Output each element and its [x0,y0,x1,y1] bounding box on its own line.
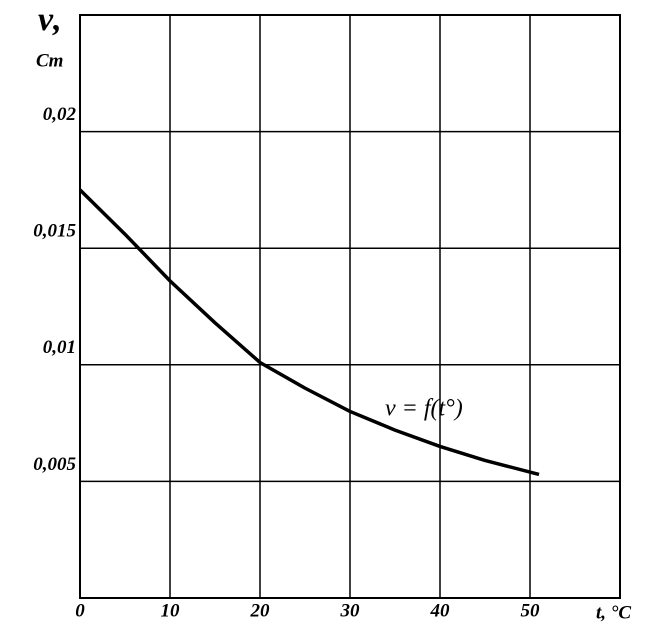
y-tick-label: 0,015 [33,221,76,242]
y-axis-label: ν, [38,1,62,38]
y-axis-unit: Cm [36,50,63,71]
x-tick-label: 0 [75,600,85,621]
x-axis-label: t, °C [596,602,631,623]
y-tick-label: 0,005 [33,454,76,475]
y-tick-label: 0,01 [43,337,76,358]
x-tick-label: 10 [161,600,181,621]
x-tick-label: 20 [250,600,271,621]
y-tick-label: 0,02 [43,104,77,125]
annotation: ν = f(t°) [385,396,463,422]
x-tick-label: 30 [340,600,361,621]
data-line [78,188,540,477]
x-tick-label: 40 [430,600,451,621]
x-tick-label: 50 [521,600,541,621]
